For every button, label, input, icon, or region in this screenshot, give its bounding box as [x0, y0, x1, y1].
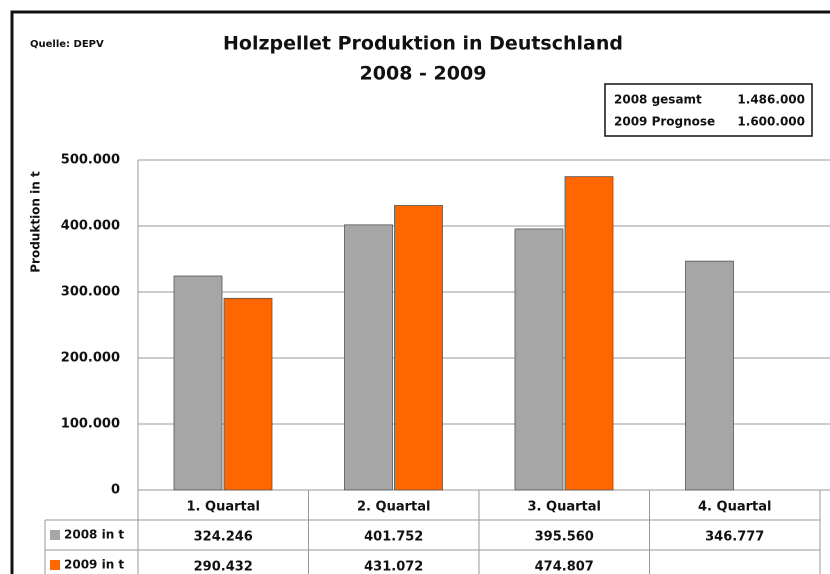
- chart-title: Holzpellet Produktion in Deutschland: [223, 33, 623, 55]
- data-label: 290.432: [194, 560, 253, 574]
- legend-label: 2009 in t: [64, 558, 124, 572]
- data-label: 324.246: [194, 530, 253, 545]
- bar: [685, 260, 734, 491]
- legend-label: 2008 in t: [64, 528, 124, 542]
- data-label: 474.807: [535, 560, 594, 574]
- data-label: 401.752: [364, 530, 423, 545]
- x-tick-label: 2. Quartal: [357, 500, 430, 515]
- legend-swatch: [50, 560, 60, 570]
- y-tick-label: 400.000: [61, 219, 120, 234]
- x-tick-label: 3. Quartal: [528, 500, 601, 515]
- legend-swatch: [50, 530, 60, 540]
- x-tick-label: 4. Quartal: [698, 500, 771, 515]
- bar: [564, 176, 614, 491]
- info-text: 2008 gesamt: [614, 93, 702, 107]
- bar: [223, 297, 273, 491]
- y-tick-label: 100.000: [61, 417, 120, 432]
- info-text: 1.486.000: [737, 93, 805, 107]
- bar: [173, 275, 223, 491]
- y-tick-label: 300.000: [61, 285, 120, 300]
- bar: [344, 224, 393, 491]
- y-tick-label: 0: [111, 483, 120, 498]
- info-box: [604, 83, 813, 137]
- source: Quelle: DEPV: [30, 39, 104, 50]
- x-tick-label: 1. Quartal: [187, 500, 260, 515]
- y-tick-label: 500.000: [61, 153, 120, 168]
- y-tick-label: 200.000: [61, 351, 120, 366]
- info-text: 1.600.000: [737, 115, 805, 129]
- data-label: 395.560: [535, 530, 594, 545]
- bar: [514, 228, 564, 491]
- info-text: 2009 Prognose: [614, 115, 715, 129]
- bar: [394, 205, 443, 491]
- y-axis-label: Produktion in t: [29, 171, 43, 273]
- data-label: 431.072: [364, 560, 423, 574]
- data-label: 346.777: [705, 530, 764, 545]
- chart-subtitle: 2008 - 2009: [360, 63, 487, 85]
